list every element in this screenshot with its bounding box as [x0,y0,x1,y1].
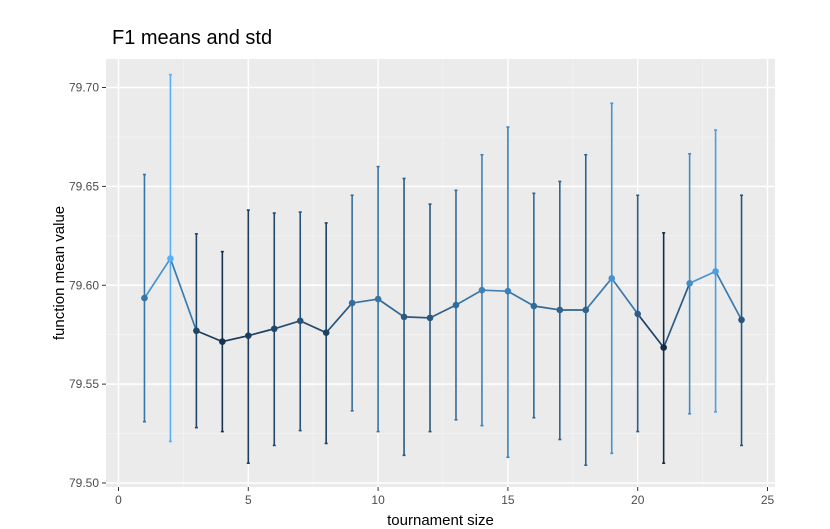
mean-point [348,299,356,307]
axes: 0 5 10 15 20 25 79.50 79.55 79.60 79.65 79.70 [69,81,775,508]
mean-point [712,268,719,275]
x-axis-label: tournament size [387,512,494,529]
mean-point [452,301,460,309]
mean-point [322,329,330,337]
mean-point [296,317,304,325]
mean-line-segment [169,258,198,332]
chart-title: F1 means and std [112,27,272,49]
x-tick-label: 25 [761,493,775,507]
mean-line-segment [714,271,743,321]
x-tick-label: 15 [501,493,515,507]
mean-line-segment [196,329,223,343]
y-tick-label: 79.70 [69,81,99,95]
mean-point [582,306,590,314]
mean-line-segment [585,277,613,311]
mean-point [219,338,226,345]
mean-line-segment [377,298,405,318]
x-tick-label: 5 [245,493,252,507]
mean-line-segment [481,289,508,293]
mean-line-segment [533,305,560,311]
mean-point [426,314,434,322]
mean-point [504,287,512,295]
mean-line-segment [507,290,535,307]
mean-point [660,344,667,351]
mean-line-segment [299,320,327,334]
mean-points [141,255,745,351]
mean-point [141,294,148,302]
mean-line-segments [143,258,743,349]
y-axis-label: function mean value [51,206,68,340]
mean-point [556,306,564,314]
mean-point [530,302,538,310]
mean-point [167,255,174,262]
mean-line-segment [352,298,379,304]
mean-line-segment [455,289,483,306]
y-tick-label: 79.55 [69,377,99,391]
y-tick-label: 79.50 [69,476,99,490]
plot-panel [106,59,775,487]
mean-line-segment [611,277,639,315]
mean-line-segment [429,304,457,319]
mean-point [193,327,200,335]
mean-point [270,325,278,333]
mean-point [608,275,616,282]
mean-line-segment [637,313,665,349]
y-tick-label: 79.65 [69,179,99,193]
mean-line-segment [689,270,716,285]
mean-line-segment [662,282,691,348]
mean-line-segment [222,334,249,343]
mean-point [738,316,745,324]
mean-line-segment [404,316,431,319]
mean-point [245,332,252,339]
x-tick-label: 10 [371,493,385,507]
mean-point [634,310,641,318]
mean-point [478,286,486,294]
x-tick-label: 0 [115,493,122,507]
mean-line-segment [274,320,301,330]
mean-point [374,295,382,303]
mean-line-segment [248,327,275,337]
mean-line-segment [325,302,353,334]
mean-point [400,313,408,321]
y-tick-label: 79.60 [69,278,99,292]
mean-point [686,279,693,287]
x-tick-label: 20 [631,493,645,507]
mean-line-segment [143,258,172,299]
